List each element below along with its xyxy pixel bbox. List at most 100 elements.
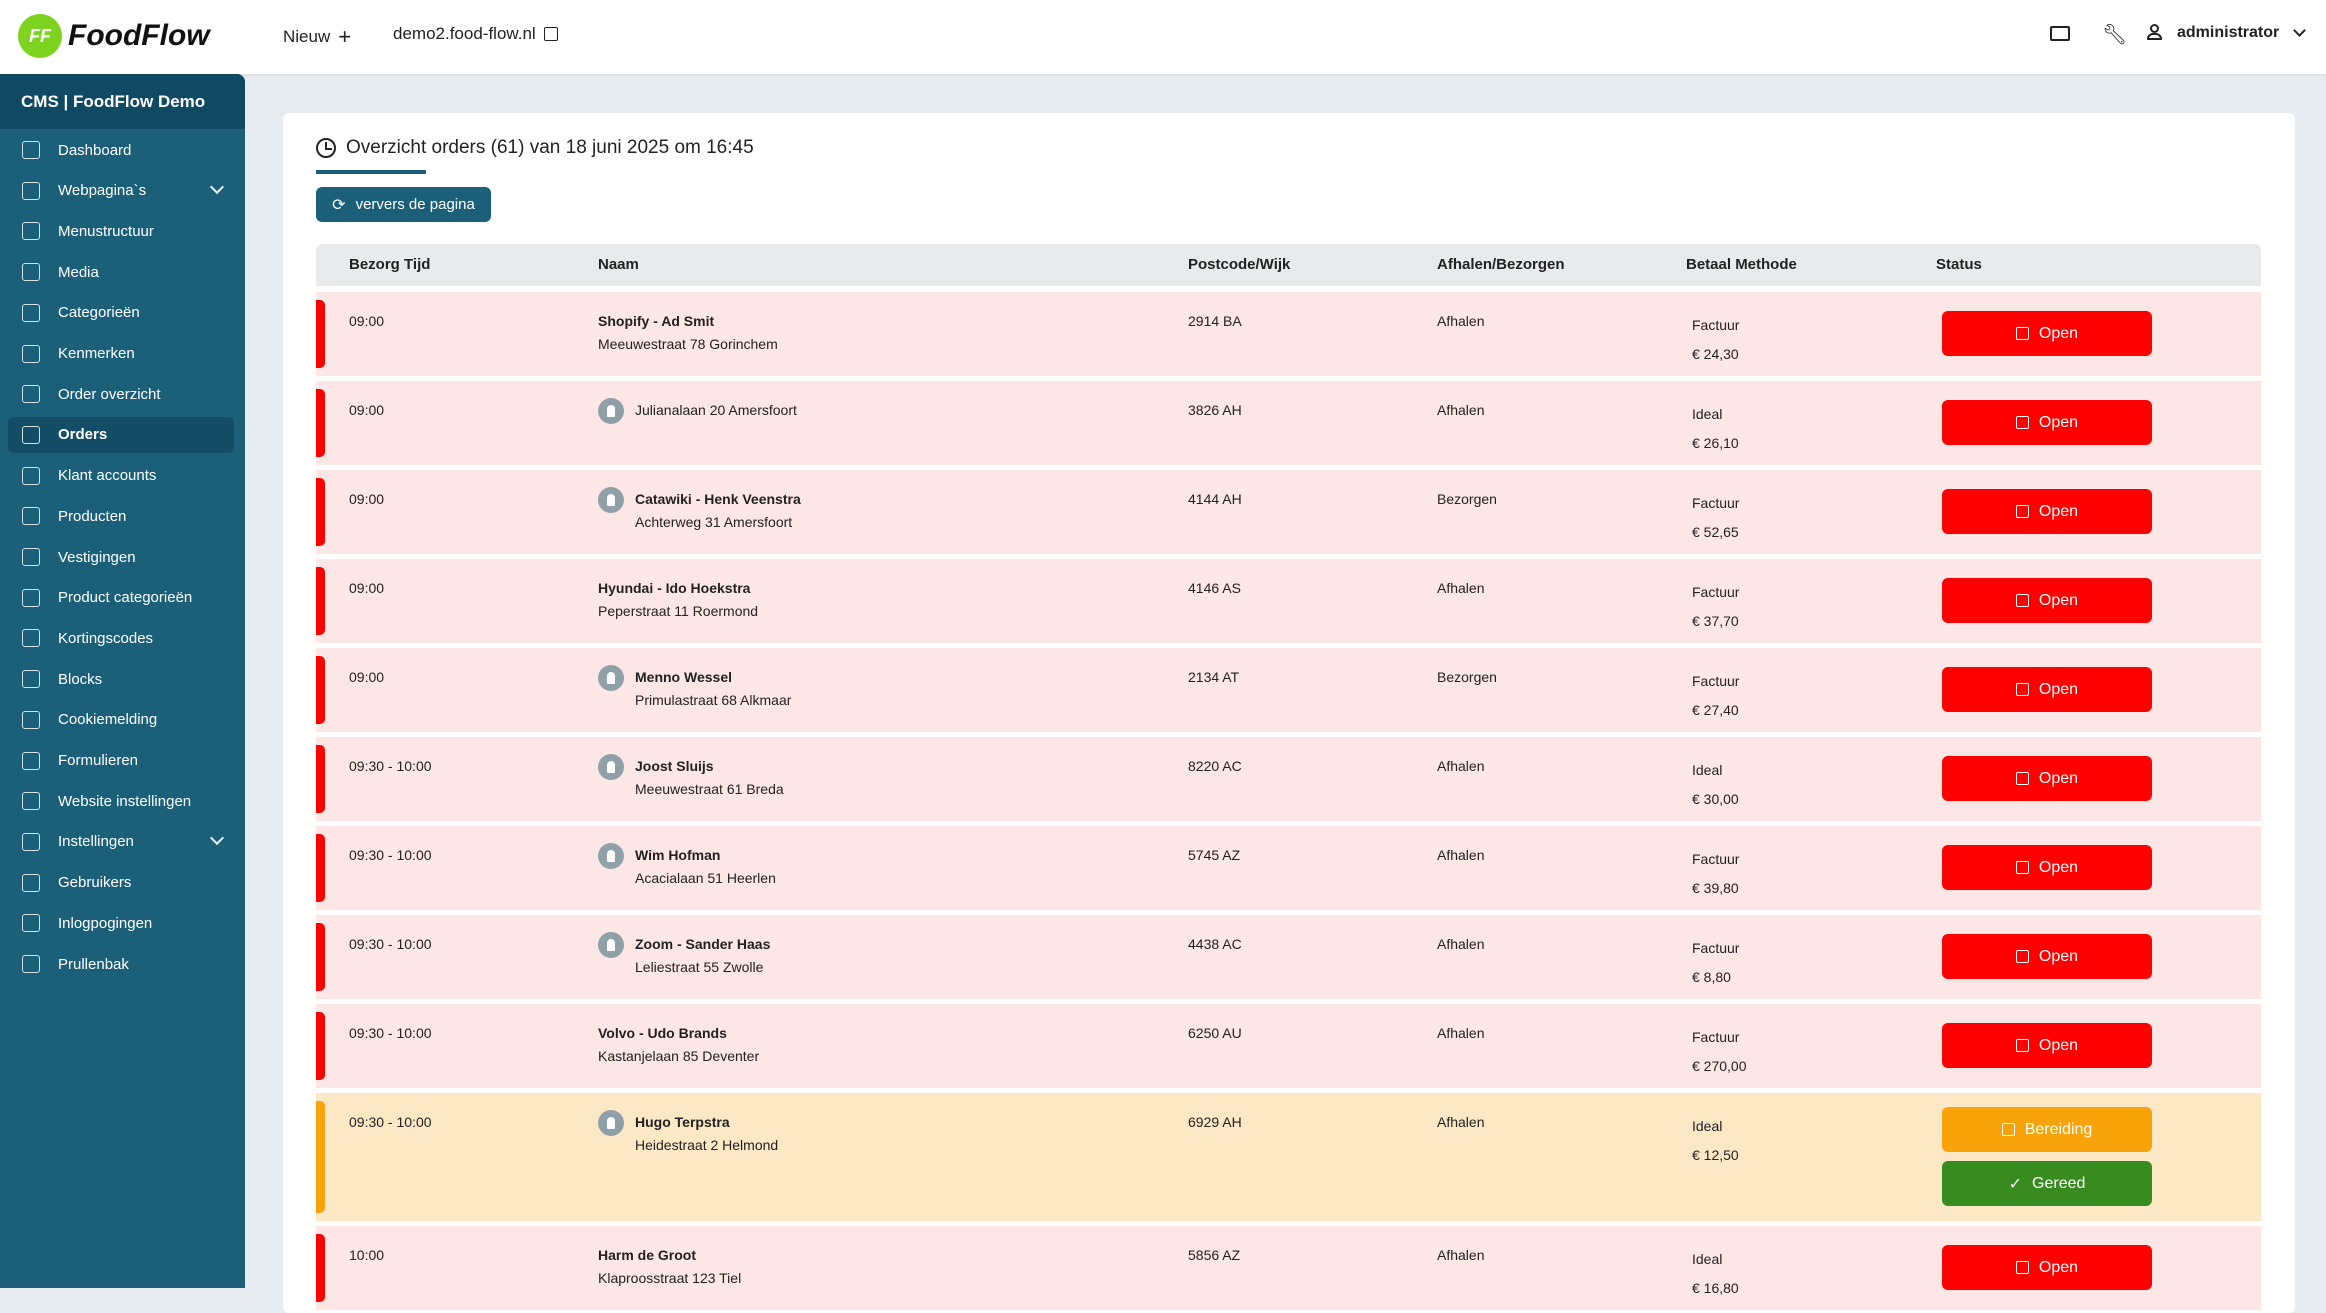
sidebar-item-orders[interactable]: Orders	[8, 416, 234, 453]
site-link[interactable]: demo2.food-flow.nl	[393, 24, 558, 44]
sidebar-item-order-overzicht[interactable]: Order overzicht	[8, 376, 234, 412]
table-row[interactable]: 09:30 - 10:00 Volvo - Udo Brands Kastanjel…	[316, 1004, 2261, 1088]
sidebar-item-website-instellingen[interactable]: Website instellingen	[8, 783, 234, 819]
status-indicator	[316, 745, 325, 813]
delivery-time: 09:00	[349, 580, 385, 596]
table-row[interactable]: 09:00 Shopify - Ad Smit Meeuwestraat 78 Go…	[316, 292, 2261, 376]
table-row[interactable]: 09:00 Menno Wessel Primulastraat 68 Alkmaa…	[316, 648, 2261, 732]
col-naam[interactable]: Naam	[598, 256, 639, 273]
status-button[interactable]: Open	[1942, 400, 2152, 445]
status-button[interactable]: Open	[1942, 578, 2152, 623]
col-betaal-methode[interactable]: Betaal Methode	[1686, 256, 1797, 273]
sidebar-item-menustructuur[interactable]: Menustructuur	[8, 213, 234, 249]
sidebar-item-label: Order overzicht	[58, 385, 161, 403]
external-link-icon	[2015, 327, 2029, 340]
sidebar-item-cookiemelding[interactable]: Cookiemelding	[8, 702, 234, 738]
user-icon	[2145, 22, 2169, 46]
status-button[interactable]: Open	[1942, 845, 2152, 890]
site-link-label: demo2.food-flow.nl	[393, 24, 536, 43]
sidebar-item-prullenbak[interactable]: Prullenbak	[8, 946, 234, 982]
status-indicator	[316, 567, 325, 635]
customer-name: Volvo - Udo Brands	[598, 1025, 727, 1041]
status-indicator	[316, 834, 325, 902]
status-button[interactable]: Open	[1942, 934, 2152, 979]
sidebar-item-categorie-n[interactable]: Categorieën	[8, 295, 234, 331]
sidebar-item-vestigingen[interactable]: Vestigingen	[8, 539, 234, 575]
ready-button[interactable]: ✓ Gereed	[1942, 1161, 2152, 1206]
menu-icon	[22, 303, 40, 322]
wrench-icon[interactable]: 🔧︎	[2102, 24, 2128, 46]
external-link-icon	[2015, 416, 2029, 429]
sidebar-item-inlogpogingen[interactable]: Inlogpogingen	[8, 905, 234, 941]
external-link-icon	[2015, 772, 2029, 785]
customer-address: Meeuwestraat 61 Breda	[635, 781, 784, 797]
payment-method: Factuur	[1692, 940, 1740, 956]
sidebar-item-producten[interactable]: Producten	[8, 498, 234, 534]
status-indicator	[316, 1234, 325, 1302]
postcode: 8220 AC	[1188, 758, 1242, 774]
user-menu[interactable]: administrator	[2177, 24, 2307, 42]
status-button[interactable]: Open	[1942, 667, 2152, 712]
delivery-type: Bezorgen	[1437, 669, 1497, 685]
sidebar-item-webpagina-s[interactable]: Webpagina`s	[8, 173, 234, 209]
sidebar-item-formulieren[interactable]: Formulieren	[8, 743, 234, 779]
order-price: € 270,00	[1692, 1058, 1747, 1074]
sidebar-item-gebruikers[interactable]: Gebruikers	[8, 865, 234, 901]
status-button[interactable]: Open	[1942, 756, 2152, 801]
table-row[interactable]: 09:30 - 10:00 Zoom - Sander Haas Leliestra…	[316, 915, 2261, 999]
status-indicator	[316, 478, 325, 546]
table-row[interactable]: 09:30 - 10:00 Hugo Terpstra Heidestraat 2 …	[316, 1093, 2261, 1221]
table-row[interactable]: 09:00 Julianalaan 20 Amersfoort 3826 AH Afh…	[316, 381, 2261, 465]
customer-name: Harm de Groot	[598, 1247, 697, 1263]
sidebar-item-kenmerken[interactable]: Kenmerken	[8, 336, 234, 372]
customer-address: Meeuwestraat 78 Gorinchem	[598, 336, 778, 352]
delivery-type: Afhalen	[1437, 402, 1485, 418]
refresh-button[interactable]: ⟳ ververs de pagina	[316, 187, 491, 222]
status-label: Bereiding	[2024, 1120, 2093, 1138]
status-button[interactable]: Open	[1942, 1023, 2152, 1068]
col-bezorg-tijd[interactable]: Bezorg Tijd	[349, 256, 431, 273]
status-button[interactable]: Open	[1942, 489, 2152, 534]
payment-method: Ideal	[1692, 406, 1723, 422]
customer-name: Joost Sluijs	[635, 758, 714, 774]
table-row[interactable]: 09:00 Catawiki - Henk Veenstra Achterweg 3…	[316, 470, 2261, 554]
sidebar-title: CMS | FoodFlow Demo	[0, 74, 245, 129]
sidebar-item-label: Blocks	[58, 670, 103, 688]
menu-icon	[22, 955, 40, 973]
table-row[interactable]: 09:30 - 10:00 Joost Sluijs Meeuwestraat 61…	[316, 737, 2261, 821]
menu-icon	[22, 222, 40, 241]
sidebar-item-label: Inlogpogingen	[58, 914, 153, 932]
sidebar-item-label: Webpagina`s	[58, 182, 147, 200]
external-link-icon	[2015, 950, 2029, 963]
sidebar-item-product-categorie-n[interactable]: Product categorieën	[8, 580, 234, 616]
menu-icon	[22, 588, 40, 607]
refresh-label: ververs de pagina	[355, 196, 475, 213]
col-postcode[interactable]: Postcode/Wijk	[1188, 256, 1291, 273]
menu-icon	[22, 710, 40, 729]
sidebar-item-klant-accounts[interactable]: Klant accounts	[8, 458, 234, 494]
page-title-text: Overzicht orders (61) van 18 juni 2025 o…	[346, 137, 754, 158]
sidebar-item-label: Vestigingen	[58, 548, 136, 566]
customer-address: Primulastraat 68 Alkmaar	[635, 692, 792, 708]
customer-avatar-icon	[598, 665, 624, 691]
status-button[interactable]: Bereiding	[1942, 1107, 2152, 1152]
col-afhalen-bezorgen[interactable]: Afhalen/Bezorgen	[1437, 256, 1565, 273]
order-price: € 12,50	[1692, 1147, 1739, 1163]
mail-icon[interactable]	[2050, 22, 2074, 46]
logo[interactable]: FF FoodFlow	[18, 14, 210, 58]
table-row[interactable]: 09:30 - 10:00 Wim Hofman Acacialaan 51 Hee…	[316, 826, 2261, 910]
table-row[interactable]: 10:00 Harm de Groot Klaproosstraat 123 Tie…	[316, 1226, 2261, 1310]
sidebar-item-instellingen[interactable]: Instellingen	[8, 824, 234, 860]
sidebar-item-kortingscodes[interactable]: Kortingscodes	[8, 620, 234, 656]
sidebar-item-media[interactable]: Media	[8, 254, 234, 290]
new-button[interactable]: Nieuw +	[283, 24, 351, 50]
status-button[interactable]: Open	[1942, 1245, 2152, 1290]
sidebar-item-blocks[interactable]: Blocks	[8, 661, 234, 697]
table-row[interactable]: 09:00 Hyundai - Ido Hoekstra Peperstraat 1…	[316, 559, 2261, 643]
delivery-time: 09:30 - 10:00	[349, 758, 432, 774]
status-button[interactable]: Open	[1942, 311, 2152, 356]
status-indicator	[316, 923, 325, 991]
sidebar-item-dashboard[interactable]: Dashboard	[8, 132, 234, 168]
col-status[interactable]: Status	[1936, 256, 1982, 273]
sidebar-item-label: Cookiemelding	[58, 711, 158, 729]
